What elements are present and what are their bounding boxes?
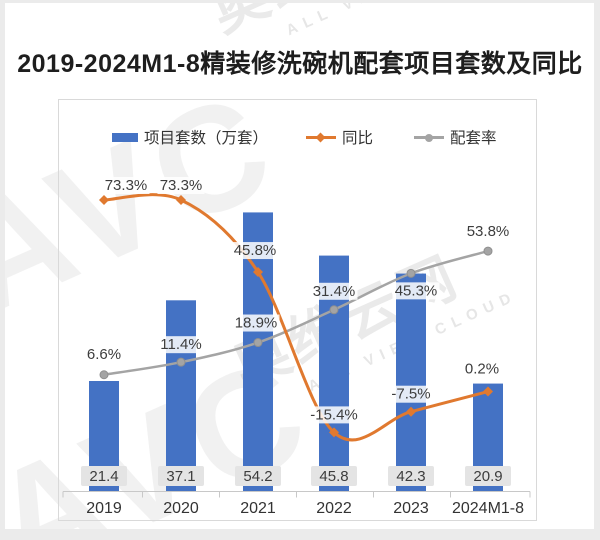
line-yoy bbox=[103, 193, 489, 442]
data-label-配套率-2021: 18.9% bbox=[235, 315, 278, 332]
data-label-同比-2022: -15.4% bbox=[310, 406, 358, 423]
data-label-bg bbox=[310, 282, 358, 300]
marker-rate-2019 bbox=[99, 370, 109, 380]
marker-rate-2021 bbox=[253, 338, 263, 348]
marker-yoy-2023 bbox=[406, 406, 416, 417]
marker-yoy-2024M1-8 bbox=[483, 386, 493, 397]
legend-item-bars: 项目套数（万套） bbox=[112, 128, 269, 147]
chart-panel bbox=[58, 99, 537, 521]
bar-value-box bbox=[81, 466, 127, 486]
marker-yoy-2019 bbox=[99, 195, 109, 205]
data-label-同比-2020: 73.3% bbox=[160, 177, 203, 194]
legend-diamond-marker bbox=[315, 132, 326, 142]
marker-rate-2024M1-8 bbox=[483, 246, 493, 256]
bar-value-2021: 54.2 bbox=[243, 468, 272, 485]
bar-2020 bbox=[166, 300, 196, 491]
legend-bar-swatch bbox=[112, 132, 138, 142]
marker-yoy-2022 bbox=[329, 427, 339, 438]
legend-label-yoy: 同比 bbox=[342, 130, 374, 147]
legend-item-rate: 配套率 bbox=[414, 128, 497, 147]
x-label-2024M1-8: 2024M1-8 bbox=[452, 500, 524, 517]
data-label-bg bbox=[464, 223, 512, 241]
legend-label-bars: 项目套数（万套） bbox=[144, 130, 269, 147]
data-label-配套率-2019: 6.6% bbox=[87, 346, 121, 363]
bar-value-box bbox=[311, 466, 357, 486]
line-rate bbox=[103, 249, 489, 376]
data-label-同比-2019: 73.3% bbox=[105, 177, 148, 194]
marker-yoy-2021 bbox=[253, 267, 263, 278]
x-label-2020: 2020 bbox=[163, 500, 199, 517]
x-label-2022: 2022 bbox=[316, 500, 352, 517]
marker-yoy-2020 bbox=[176, 195, 186, 205]
marker-rate-2022 bbox=[329, 305, 339, 315]
legend-item-yoy: 同比 bbox=[306, 128, 374, 147]
x-label-2023: 2023 bbox=[393, 500, 429, 517]
data-label-同比-2023: -7.5% bbox=[391, 386, 430, 403]
data-label-bg bbox=[157, 177, 205, 194]
bar-value-box bbox=[388, 466, 434, 486]
x-label-2021: 2021 bbox=[240, 500, 276, 517]
data-label-同比-2021: 45.8% bbox=[234, 242, 277, 259]
frame-edge bbox=[0, 0, 5, 540]
data-label-bg bbox=[306, 406, 362, 424]
data-label-bg bbox=[387, 385, 435, 403]
bar-2023 bbox=[396, 273, 426, 491]
legend-line-swatch-yoy bbox=[306, 132, 336, 142]
data-label-配套率-2020: 11.4% bbox=[160, 336, 201, 353]
data-label-配套率-2022: 31.4% bbox=[313, 283, 356, 300]
data-label-bg bbox=[232, 314, 280, 332]
legend-line-swatch-rate bbox=[414, 133, 444, 142]
frame-edge bbox=[594, 0, 600, 540]
data-label-配套率-2024M1-8: 53.8% bbox=[467, 223, 510, 240]
page-title: 2019-2024M1-8精装修洗碗机配套项目套数及同比 bbox=[17, 50, 583, 78]
data-label-bg bbox=[157, 336, 205, 354]
frame-edge bbox=[0, 529, 600, 540]
bar-value-2019: 21.4 bbox=[89, 468, 118, 485]
x-label-2019: 2019 bbox=[86, 500, 122, 517]
data-label-bg bbox=[84, 345, 124, 363]
frame-edge bbox=[0, 0, 600, 3]
bar-value-2023: 42.3 bbox=[396, 468, 425, 485]
bar-value-box bbox=[465, 466, 511, 486]
bar-value-2024M1-8: 20.9 bbox=[473, 468, 502, 485]
data-label-bg bbox=[102, 177, 150, 194]
bar-value-2020: 37.1 bbox=[166, 468, 195, 485]
bar-value-box bbox=[158, 466, 204, 486]
data-label-配套率-2023: 45.3% bbox=[395, 282, 438, 299]
legend-label-rate: 配套率 bbox=[450, 130, 497, 147]
bar-value-box bbox=[235, 466, 281, 486]
data-label-bg bbox=[231, 242, 279, 260]
data-label-同比-2024M1-8: 0.2% bbox=[465, 361, 499, 378]
bar-value-2022: 45.8 bbox=[319, 468, 348, 485]
data-label-bg bbox=[462, 360, 502, 378]
marker-rate-2020 bbox=[176, 357, 186, 367]
marker-rate-2023 bbox=[406, 268, 416, 278]
legend-dot-marker bbox=[425, 133, 433, 142]
data-label-bg bbox=[392, 282, 440, 300]
